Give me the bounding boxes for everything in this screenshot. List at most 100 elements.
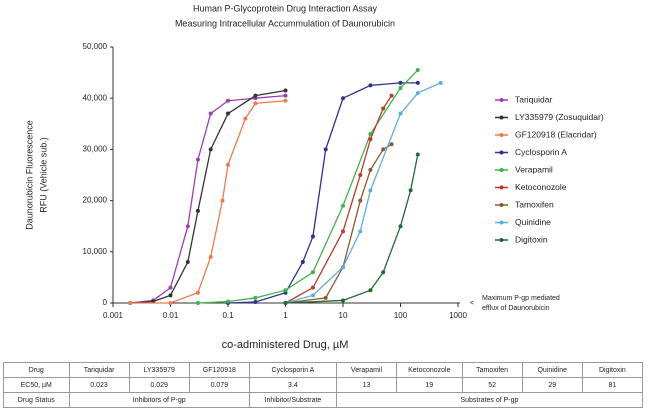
data-point — [398, 80, 403, 85]
table-cell: Cyclosporin A — [248, 362, 337, 378]
legend-label: LY335979 (Zosuquidar) — [515, 112, 604, 122]
data-point — [398, 111, 403, 116]
data-point — [389, 142, 394, 147]
legend-label: Ketoconozole — [515, 182, 567, 192]
x-tick-label: 0.01 — [163, 311, 179, 320]
data-point — [208, 254, 213, 259]
table-cell: Digitoxin — [581, 362, 644, 378]
legend-label: Tamoxifen — [515, 199, 554, 209]
series-line — [285, 154, 419, 304]
table-cell: Substrates of P-gp — [335, 392, 644, 408]
data-point — [253, 101, 258, 106]
table-cell: 13 — [335, 377, 398, 393]
data-point — [368, 137, 373, 142]
legend-marker — [499, 238, 504, 242]
table-cell: Drug — [3, 362, 70, 378]
data-point — [438, 80, 443, 85]
chart: Human P-Glycoprotein Drug Interaction As… — [24, 3, 604, 351]
data-point — [283, 93, 288, 98]
data-point — [168, 293, 173, 298]
data-point — [415, 152, 420, 157]
data-point — [310, 293, 315, 298]
series-line — [130, 100, 286, 304]
data-point — [226, 162, 230, 167]
data-point — [195, 208, 200, 213]
legend-marker — [499, 168, 504, 172]
data-point — [208, 147, 213, 152]
legend-marker — [499, 115, 504, 120]
data-point — [368, 167, 373, 172]
data-point — [220, 198, 225, 203]
data-point — [226, 111, 230, 116]
data-point — [226, 299, 230, 304]
table-cell: Tariquidar — [68, 362, 130, 378]
data-point — [415, 91, 420, 96]
legend-label: Digitoxin — [515, 234, 548, 244]
table-cell: 29 — [521, 377, 583, 393]
data-point — [358, 198, 363, 203]
chart-title: Human P-Glycoprotein Drug Interaction As… — [193, 3, 378, 13]
legend-label: GF120918 (Elacridar) — [515, 129, 597, 139]
x-tick-label: 100 — [394, 311, 408, 320]
y-axis-label: Daunorubicin Fluorescence — [24, 120, 34, 230]
data-point — [185, 260, 190, 265]
y-tick-label: 40,000 — [83, 93, 108, 102]
data-point — [368, 132, 373, 137]
data-point — [310, 270, 315, 275]
data-point — [415, 80, 420, 85]
data-point — [300, 260, 305, 265]
data-point — [358, 173, 363, 177]
chart-subtitle: Measuring Intracellular Accummulation of… — [175, 18, 395, 28]
x-tick-label: 10 — [339, 311, 348, 320]
table-cell: 0.023 — [68, 377, 130, 393]
table-cell: Ketoconozole — [396, 362, 463, 378]
data-point — [341, 96, 345, 101]
table-cell: 52 — [461, 377, 523, 393]
legend-label: Tariquidar — [515, 94, 552, 104]
data-point — [253, 299, 258, 304]
legend-marker — [499, 203, 504, 207]
data-point — [128, 301, 133, 305]
data-point — [195, 290, 200, 295]
table-cell: Inhibitors of P-gp — [68, 392, 250, 408]
data-point — [341, 203, 345, 208]
legend-label: Quinidine — [515, 217, 551, 227]
data-point — [283, 98, 288, 103]
table-cell: Quinidine — [521, 362, 583, 378]
legend-label: Cyclosporin A — [515, 147, 567, 157]
data-point — [323, 147, 328, 152]
table-cell: Verapamil — [335, 362, 398, 378]
y-tick-label: 20,000 — [83, 196, 108, 205]
series-line — [227, 82, 418, 304]
table-row: Drug Status Inhibitors of P-gp Inhibitor/S… — [3, 392, 644, 408]
data-point — [310, 234, 315, 239]
data-point — [415, 68, 420, 73]
data-table: Drug Tariquidar LY335979 GF120918 Cyclospori… — [3, 362, 644, 408]
y-tick-label: 10,000 — [83, 247, 108, 256]
legend-marker — [499, 220, 504, 225]
data-point — [389, 93, 394, 98]
x-tick-label: 0.001 — [103, 311, 124, 320]
table-cell: 19 — [396, 377, 463, 393]
data-point — [253, 93, 258, 98]
legend-label: Verapamil — [515, 164, 553, 174]
data-point — [381, 106, 386, 111]
data-point — [341, 265, 345, 270]
data-point — [408, 188, 413, 193]
y-tick-label: 30,000 — [83, 145, 108, 154]
data-point — [368, 288, 373, 293]
legend-marker — [499, 98, 504, 102]
data-point — [195, 301, 200, 305]
table-row: Drug Tariquidar LY335979 GF120918 Cyclospori… — [3, 362, 644, 378]
data-point — [195, 157, 200, 162]
data-point — [283, 288, 288, 293]
table-cell: Tamoxifen — [461, 362, 523, 378]
table-cell: GF120918 — [188, 362, 250, 378]
y-tick-label: 0 — [103, 298, 108, 307]
y-tick-label: 50,000 — [83, 42, 108, 51]
table-cell: 3.4 — [248, 377, 337, 393]
data-point — [283, 88, 288, 93]
annotation: efflux of Daunorubicin — [482, 305, 550, 312]
data-point — [398, 224, 403, 229]
